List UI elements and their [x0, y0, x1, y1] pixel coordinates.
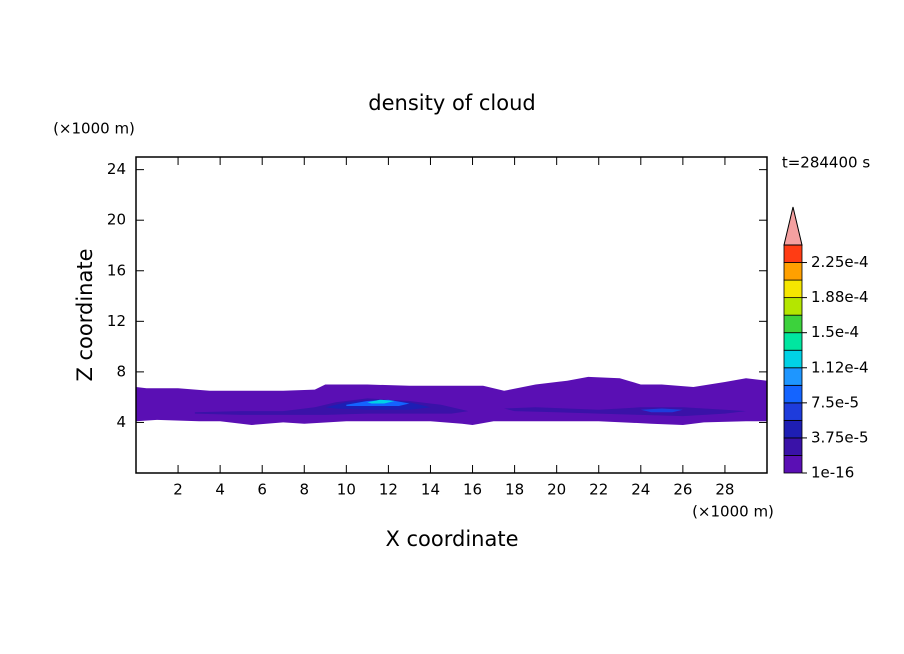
- colorbar-label: 3.75e-5: [811, 428, 869, 446]
- y-tick-label: 4: [116, 413, 126, 431]
- colorbar-box: [783, 332, 803, 351]
- x-tick-label: 14: [421, 481, 440, 499]
- colorbar-label: 1e-16: [811, 464, 854, 482]
- x-tick-label: 10: [337, 481, 356, 499]
- x-tick-label: 6: [257, 481, 267, 499]
- x-axis-label: X coordinate: [385, 527, 518, 551]
- y-tick-label: 12: [107, 312, 126, 330]
- y-tick-label: 8: [116, 362, 126, 380]
- x-tick-label: 24: [631, 481, 650, 499]
- y-tick-label: 24: [107, 160, 126, 178]
- x-tick-label: 2: [173, 481, 183, 499]
- chart-title: density of cloud: [368, 91, 535, 115]
- colorbar-label: 2.25e-4: [811, 253, 869, 271]
- x-tick-label: 4: [215, 481, 225, 499]
- y-tick-label: 20: [107, 211, 126, 229]
- x-tick-label: 20: [547, 481, 566, 499]
- colorbar-box: [783, 297, 803, 316]
- x-tick-label: 16: [463, 481, 482, 499]
- x-tick-label: 12: [379, 481, 398, 499]
- x-tick-label: 8: [299, 481, 309, 499]
- colorbar-box: [783, 244, 803, 263]
- colorbar-label: 1.5e-4: [811, 323, 859, 341]
- colorbar-box: [783, 367, 803, 386]
- colorbar-over: [783, 206, 803, 246]
- colorbar-box: [783, 419, 803, 439]
- colorbar-box: [783, 349, 803, 369]
- x-tick-label: 18: [505, 481, 524, 499]
- colorbar-label: 7.5e-5: [811, 393, 859, 411]
- colorbar-label: 1.12e-4: [811, 358, 869, 376]
- colorbar-box: [783, 314, 803, 334]
- x-unit: (×1000 m): [692, 503, 774, 521]
- contour-region: [367, 399, 395, 404]
- colorbar-box: [783, 384, 803, 404]
- colorbar-box: [783, 279, 803, 299]
- x-tick-label: 26: [673, 481, 692, 499]
- contour-region: [136, 376, 767, 425]
- time-annotation: t=284400 s: [782, 154, 870, 172]
- y-unit: (×1000 m): [53, 120, 135, 138]
- contour-region: [504, 407, 746, 417]
- colorbar-label: 1.88e-4: [811, 288, 869, 306]
- y-axis-label: Z coordinate: [73, 248, 97, 381]
- colorbar-box: [783, 455, 803, 474]
- colorbar-box: [783, 402, 803, 421]
- x-tick-label: 28: [715, 481, 734, 499]
- y-tick-label: 16: [107, 261, 126, 279]
- colorbar-box: [783, 437, 803, 456]
- contour-region: [640, 408, 683, 413]
- x-tick-label: 22: [589, 481, 608, 499]
- plot-frame: [135, 156, 768, 474]
- colorbar-box: [783, 262, 803, 281]
